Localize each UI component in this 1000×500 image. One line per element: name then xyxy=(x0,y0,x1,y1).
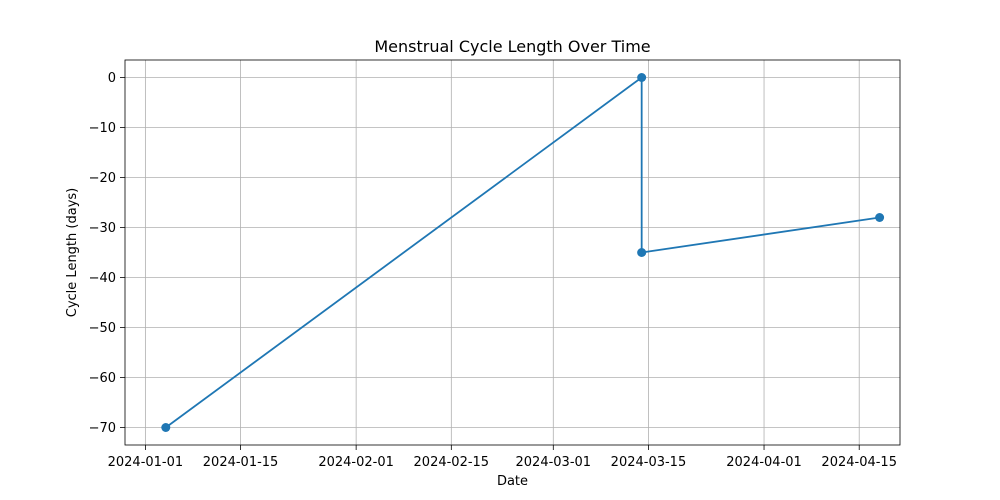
y-tick-label: −50 xyxy=(89,321,116,336)
plot-area-frame xyxy=(124,59,901,446)
y-tick-label: −60 xyxy=(89,371,116,386)
y-tick-label: −10 xyxy=(89,121,116,136)
y-tick-label: −20 xyxy=(89,171,116,186)
data-point-marker xyxy=(161,423,171,432)
y-tick-label: −30 xyxy=(89,221,116,236)
grid-layer xyxy=(125,60,900,445)
x-tick-label: 2024-02-15 xyxy=(414,455,490,470)
x-tick-label: 2024-04-15 xyxy=(821,455,897,470)
tick-layer: 2024-01-01 2024-01-15 2024-02-01 2024-02-15… xyxy=(89,71,897,470)
data-point-marker xyxy=(875,213,885,222)
series-layer xyxy=(161,73,885,432)
y-tick-label: −40 xyxy=(89,271,116,286)
y-tick-label: 0 xyxy=(108,71,116,86)
x-tick-label: 2024-01-15 xyxy=(203,455,279,470)
data-point-marker xyxy=(637,248,647,257)
x-tick-label: 2024-02-01 xyxy=(318,455,394,470)
x-tick-label: 2024-04-01 xyxy=(726,455,802,470)
x-tick-label: 2024-03-01 xyxy=(516,455,592,470)
y-axis-title: Cycle Length (days) xyxy=(65,188,80,317)
data-point-marker xyxy=(637,73,647,82)
x-tick-label: 2024-01-01 xyxy=(108,455,184,470)
chart-title: Menstrual Cycle Length Over Time xyxy=(374,37,650,56)
x-tick-label: 2024-03-15 xyxy=(611,455,687,470)
y-tick-label: −70 xyxy=(89,421,116,436)
series-line xyxy=(165,76,880,429)
x-axis-title: Date xyxy=(497,474,528,489)
